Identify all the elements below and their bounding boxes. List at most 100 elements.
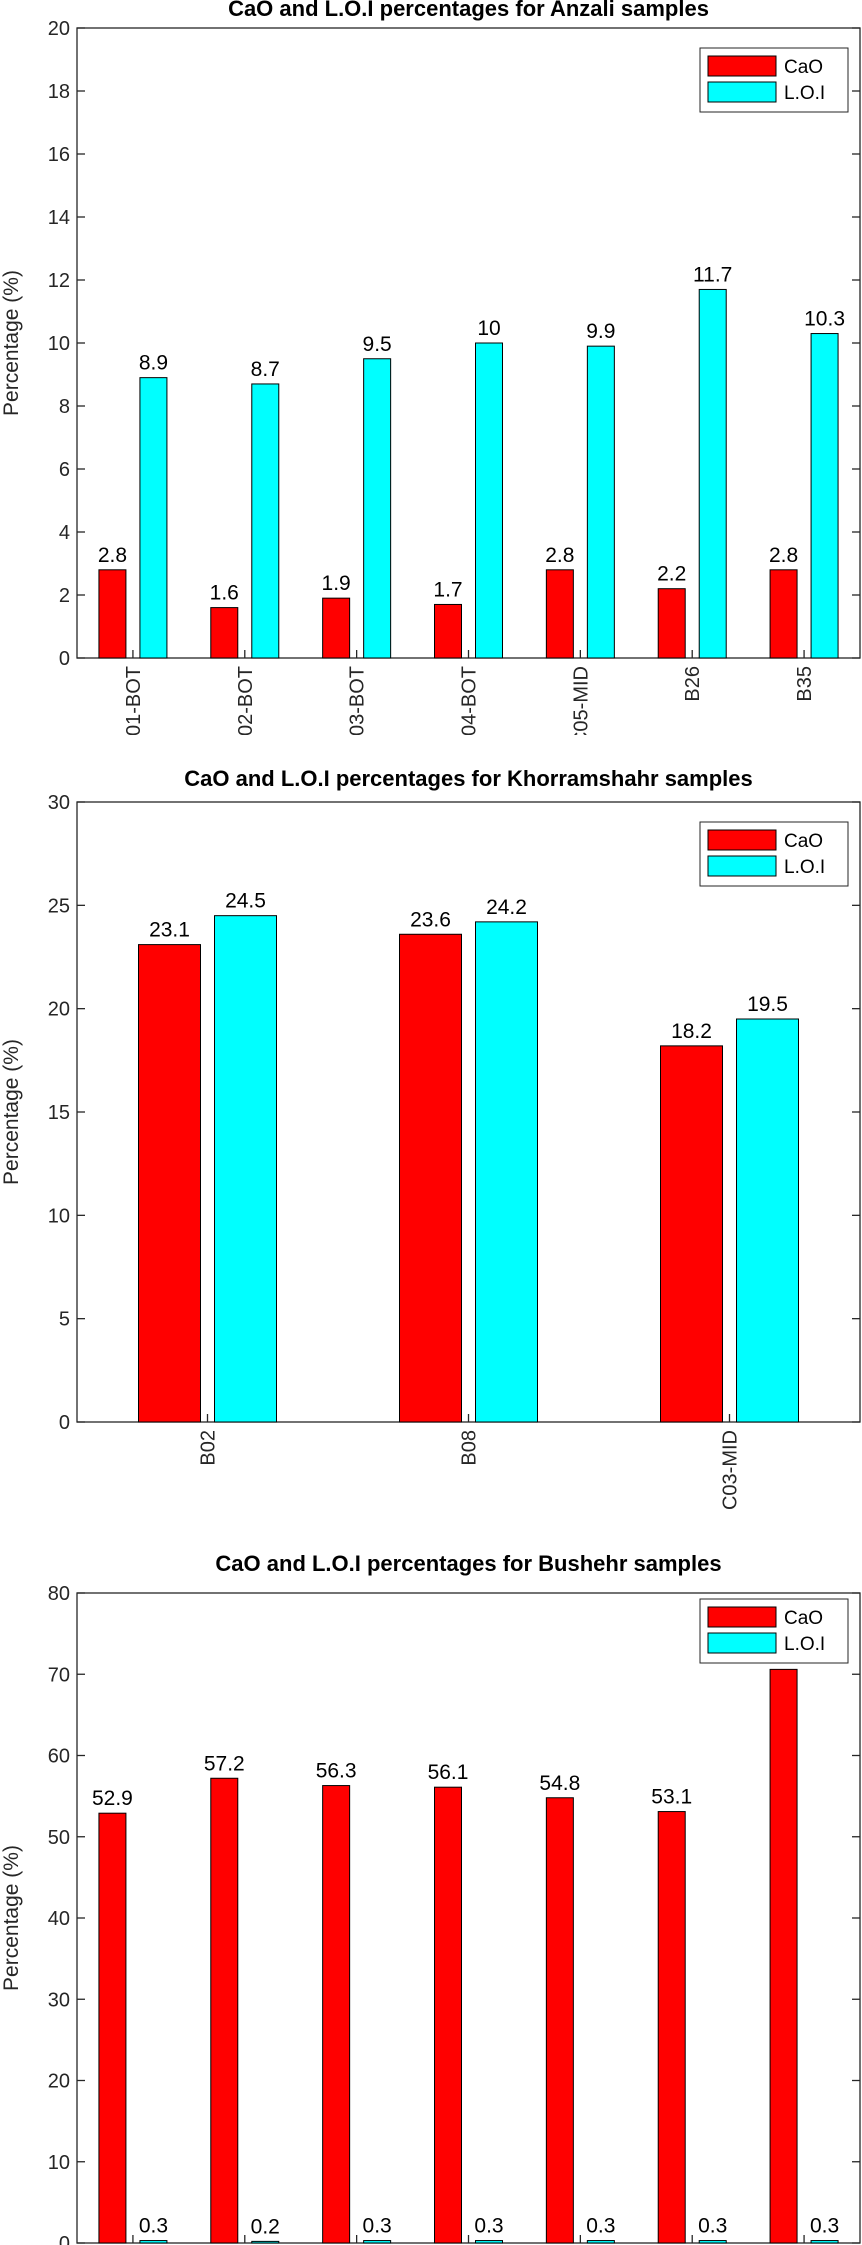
loi-value-label: 19.5 — [747, 993, 788, 1016]
y-tick-label: 2 — [59, 585, 70, 607]
y-tick-label: 18 — [48, 81, 70, 103]
y-tick-label: 20 — [48, 999, 70, 1021]
y-tick-label: 50 — [48, 1827, 70, 1849]
cao-value-label: 2.8 — [769, 544, 798, 567]
cao-bar — [138, 944, 201, 1423]
legend-swatch-loi — [707, 1632, 777, 1654]
cao-bar — [657, 588, 686, 659]
x-tick-label: C01-BOT — [123, 666, 145, 735]
loi-value-label: 0.3 — [139, 2215, 168, 2238]
cao-bar — [769, 1668, 798, 2244]
cao-value-label: 54.8 — [539, 1772, 580, 1795]
cao-value-label: 56.1 — [428, 1761, 469, 1784]
cao-bar — [769, 569, 798, 659]
anzali-chart-panel: CaO and L.O.I percentages for Anzali sam… — [0, 0, 862, 735]
y-tick-label: 10 — [48, 2152, 70, 2174]
y-tick-label: 60 — [48, 1746, 70, 1768]
loi-bar — [736, 1018, 799, 1423]
cao-bar — [322, 1785, 351, 2244]
cao-value-label: 23.6 — [410, 908, 451, 931]
y-tick-label: 70 — [48, 1664, 70, 1686]
y-tick-label: 0 — [59, 1412, 70, 1434]
plot-area-border — [76, 1592, 861, 2244]
legend-swatch-cao — [707, 55, 777, 77]
y-tick-label: 16 — [48, 144, 70, 166]
cao-bar — [322, 597, 351, 659]
cao-bar — [545, 1797, 574, 2244]
cao-value-label: 53.1 — [651, 1786, 692, 1809]
loi-value-label: 0.3 — [474, 2215, 503, 2238]
loi-value-label: 10.3 — [804, 308, 845, 331]
loi-value-label: 9.5 — [363, 333, 392, 356]
y-tick-label: 30 — [48, 792, 70, 814]
plot-area-border — [76, 27, 861, 659]
loi-bar — [810, 2240, 839, 2244]
cao-bar — [434, 1786, 462, 2244]
loi-value-label: 9.9 — [586, 320, 615, 343]
cao-bar — [210, 607, 239, 659]
y-tick-label: 0 — [59, 2233, 70, 2245]
cao-value-label: 1.9 — [322, 572, 351, 595]
y-tick-label: 20 — [48, 18, 70, 40]
loi-bar — [139, 377, 168, 659]
bushehr-chart-panel: CaO and L.O.I percentages for Bushehr sa… — [0, 1545, 862, 2245]
x-tick-label: C02-BOT — [235, 666, 257, 735]
cao-bar — [98, 569, 127, 659]
cao-bar — [660, 1045, 723, 1423]
loi-bar — [475, 2240, 503, 2244]
chart-title: CaO and L.O.I percentages for Bushehr sa… — [215, 1551, 721, 1576]
loi-bar — [810, 333, 839, 659]
chart-title: CaO and L.O.I percentages for Khorramsha… — [184, 766, 753, 791]
loi-value-label: 24.5 — [225, 890, 266, 913]
x-tick-label: B02 — [198, 1430, 220, 1466]
y-tick-label: 10 — [48, 333, 70, 355]
loi-value-label: 0.3 — [586, 2215, 615, 2238]
bushehr-chart: CaO and L.O.I percentages for Bushehr sa… — [0, 1551, 861, 2245]
x-tick-label: B26 — [682, 666, 704, 702]
y-tick-label: 6 — [59, 459, 70, 481]
x-tick-label: B35 — [794, 666, 816, 702]
loi-value-label: 24.2 — [486, 896, 527, 919]
cao-bar — [545, 569, 574, 659]
y-tick-label: 14 — [48, 207, 70, 229]
anzali-chart: CaO and L.O.I percentages for Anzali sam… — [0, 0, 861, 735]
x-tick-label: C03-MID — [720, 1430, 742, 1510]
cao-bar — [434, 603, 462, 659]
y-tick-label: 40 — [48, 1908, 70, 1930]
loi-bar — [251, 383, 280, 659]
loi-bar — [363, 2240, 392, 2244]
loi-bar — [363, 358, 392, 659]
y-tick-label: 15 — [48, 1102, 70, 1124]
cao-bar — [399, 933, 462, 1423]
legend-label-cao: CaO — [784, 1608, 823, 1629]
y-tick-label: 0 — [59, 648, 70, 670]
y-tick-label: 8 — [59, 396, 70, 418]
loi-value-label: 0.3 — [698, 2215, 727, 2238]
khorramshahr-chart-panel: CaO and L.O.I percentages for Khorramsha… — [0, 760, 862, 1520]
cao-value-label: 2.8 — [98, 544, 127, 567]
y-tick-label: 5 — [59, 1309, 70, 1331]
legend-label-loi: L.O.I — [784, 857, 825, 878]
loi-value-label: 0.2 — [251, 2215, 280, 2238]
y-axis-label: Percentage (%) — [0, 270, 23, 416]
legend-label-loi: L.O.I — [784, 1634, 825, 1655]
cao-value-label: 1.6 — [210, 582, 239, 605]
loi-value-label: 0.3 — [810, 2215, 839, 2238]
y-tick-label: 30 — [48, 1989, 70, 2011]
loi-value-label: 0.3 — [363, 2215, 392, 2238]
cao-value-label: 56.3 — [316, 1760, 357, 1783]
y-axis-label: Percentage (%) — [0, 1039, 23, 1185]
legend-swatch-loi — [707, 855, 777, 877]
y-tick-label: 10 — [48, 1205, 70, 1227]
loi-bar — [475, 921, 538, 1423]
loi-bar — [214, 915, 277, 1423]
x-tick-label: B08 — [459, 1430, 481, 1466]
khorramshahr-chart: CaO and L.O.I percentages for Khorramsha… — [0, 766, 861, 1510]
y-tick-label: 25 — [48, 895, 70, 917]
loi-bar — [698, 2240, 727, 2244]
cao-value-label: 2.8 — [545, 544, 574, 567]
legend-swatch-cao — [707, 829, 777, 851]
cao-bar — [657, 1811, 686, 2244]
loi-bar — [139, 2240, 168, 2244]
legend-swatch-cao — [707, 1606, 777, 1628]
